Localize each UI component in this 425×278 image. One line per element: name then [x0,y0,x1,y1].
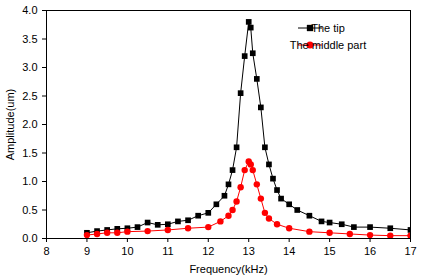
svg-text:2.5: 2.5 [22,90,37,102]
svg-text:13: 13 [243,245,255,257]
svg-text:15: 15 [323,245,335,257]
svg-text:12: 12 [202,245,214,257]
svg-text:1.0: 1.0 [22,175,37,187]
svg-text:0.5: 0.5 [22,204,37,216]
svg-text:10: 10 [121,245,133,257]
svg-text:The tip: The tip [311,22,345,34]
svg-text:14: 14 [283,245,295,257]
svg-text:0.0: 0.0 [22,232,37,244]
svg-text:Frequency(kHz): Frequency(kHz) [189,263,267,275]
svg-text:17: 17 [404,245,416,257]
svg-text:1.5: 1.5 [22,147,37,159]
svg-text:16: 16 [364,245,376,257]
svg-text:3.5: 3.5 [22,33,37,45]
svg-text:Amplitude(um): Amplitude(um) [4,89,16,161]
svg-text:The middle part: The middle part [290,39,366,51]
svg-text:8: 8 [43,245,49,257]
svg-text:3.0: 3.0 [22,61,37,73]
svg-text:4.0: 4.0 [22,4,37,16]
svg-text:9: 9 [84,245,90,257]
svg-text:2.0: 2.0 [22,118,37,130]
svg-text:11: 11 [162,245,173,257]
